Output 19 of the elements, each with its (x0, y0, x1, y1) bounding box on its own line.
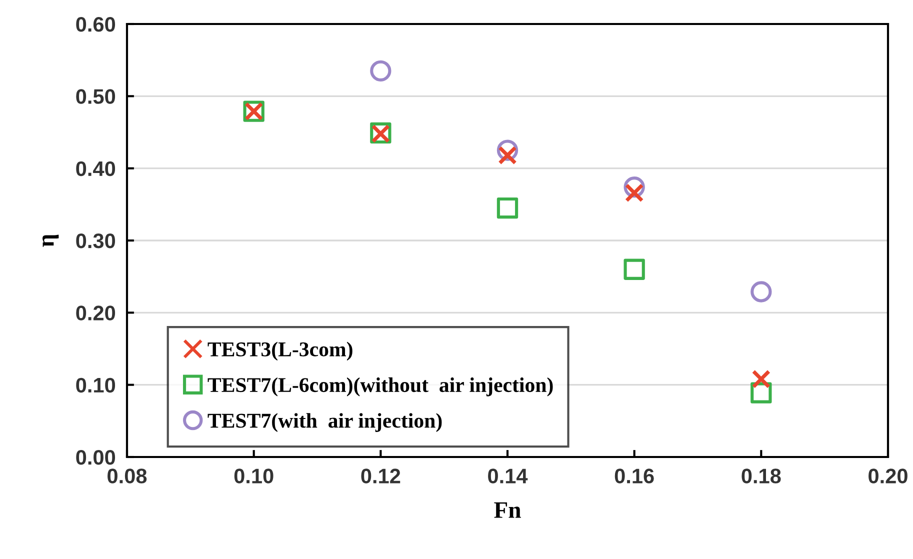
x-tick-label: 0.16 (614, 468, 654, 484)
x-tick-label: 0.20 (868, 468, 908, 484)
y-tick-label: 0.50 (76, 89, 116, 104)
x-tick-label: 0.08 (108, 468, 147, 484)
x-tick-label: 0.14 (488, 468, 528, 484)
legend-label: TEST3(L-3com) (208, 342, 352, 361)
y-tick-label: 0.00 (76, 450, 116, 465)
x-tick-label: 0.10 (234, 468, 274, 484)
x-tick-label: 0.12 (361, 468, 400, 484)
legend-label: TEST7(with air injection) (208, 413, 442, 432)
y-tick-label: 0.40 (76, 161, 116, 176)
y-tick-label: 0.60 (76, 17, 116, 32)
y-tick-label: 0.30 (76, 234, 116, 248)
x-tick-label: 0.18 (742, 468, 781, 484)
x-axis-title: Fn (494, 502, 521, 518)
y-tick-label: 0.20 (76, 306, 116, 320)
y-axis-title: η (42, 234, 59, 247)
y-tick-label: 0.10 (76, 378, 116, 393)
legend-label: TEST7(L-6com)(without air injection) (208, 377, 553, 396)
